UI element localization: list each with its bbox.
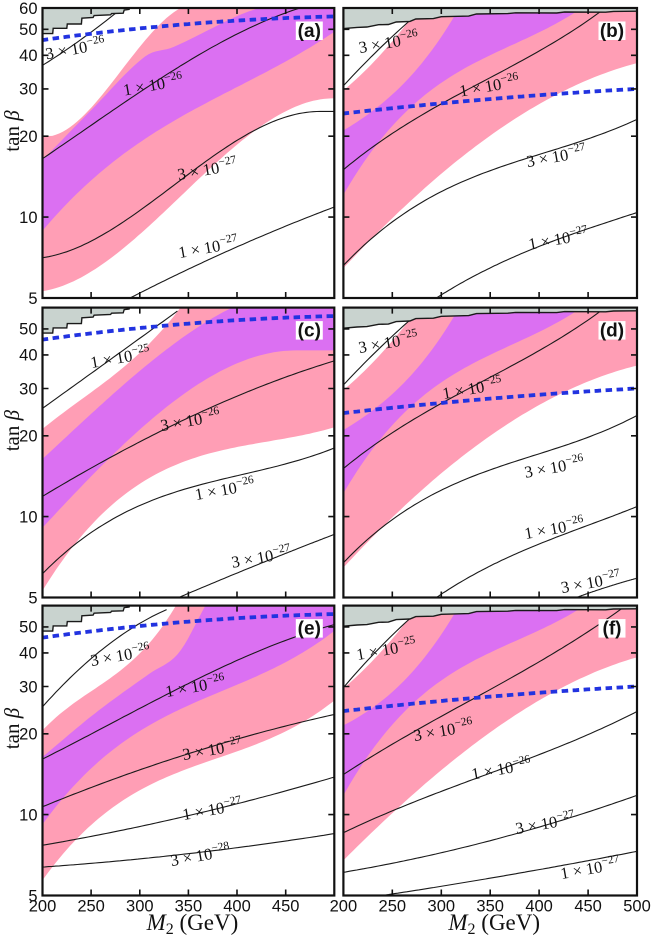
svg-text:500: 500 — [623, 898, 651, 916]
svg-text:350: 350 — [476, 898, 504, 916]
svg-text:60: 60 — [19, 0, 37, 18]
svg-text:5: 5 — [28, 589, 37, 607]
svg-text:(f): (f) — [603, 619, 622, 640]
svg-text:50: 50 — [19, 321, 37, 339]
svg-text:20: 20 — [19, 428, 37, 446]
svg-text:300: 300 — [126, 898, 154, 916]
svg-text:10: 10 — [19, 209, 37, 227]
svg-text:10: 10 — [19, 806, 37, 824]
svg-text:50: 50 — [19, 619, 37, 637]
svg-text:M2 (GeV): M2 (GeV) — [146, 910, 239, 937]
svg-text:350: 350 — [175, 898, 203, 916]
svg-text:(b): (b) — [600, 21, 624, 42]
svg-text:450: 450 — [574, 898, 602, 916]
svg-text:(a): (a) — [298, 21, 321, 42]
svg-text:5: 5 — [28, 290, 37, 308]
svg-text:450: 450 — [272, 898, 300, 916]
svg-text:250: 250 — [77, 898, 105, 916]
svg-text:30: 30 — [19, 678, 37, 696]
svg-text:10: 10 — [19, 508, 37, 526]
svg-text:30: 30 — [19, 380, 37, 398]
svg-text:5: 5 — [28, 887, 37, 905]
svg-text:20: 20 — [19, 726, 37, 744]
svg-text:400: 400 — [223, 898, 251, 916]
svg-text:20: 20 — [19, 128, 37, 146]
svg-text:tan β: tan β — [0, 707, 24, 749]
svg-text:40: 40 — [19, 347, 37, 365]
svg-text:250: 250 — [379, 898, 407, 916]
svg-text:200: 200 — [29, 898, 57, 916]
svg-text:(e): (e) — [298, 619, 321, 640]
svg-text:M2 (GeV): M2 (GeV) — [447, 910, 540, 937]
svg-text:300: 300 — [428, 898, 456, 916]
svg-text:400: 400 — [525, 898, 553, 916]
svg-text:tan β: tan β — [0, 110, 24, 152]
svg-text:200: 200 — [330, 898, 358, 916]
svg-text:30: 30 — [19, 81, 37, 99]
svg-text:40: 40 — [19, 645, 37, 663]
svg-text:(d): (d) — [600, 321, 624, 342]
svg-text:tan β: tan β — [0, 409, 24, 451]
svg-text:(c): (c) — [298, 321, 321, 342]
svg-text:40: 40 — [19, 47, 37, 65]
svg-text:50: 50 — [19, 21, 37, 39]
